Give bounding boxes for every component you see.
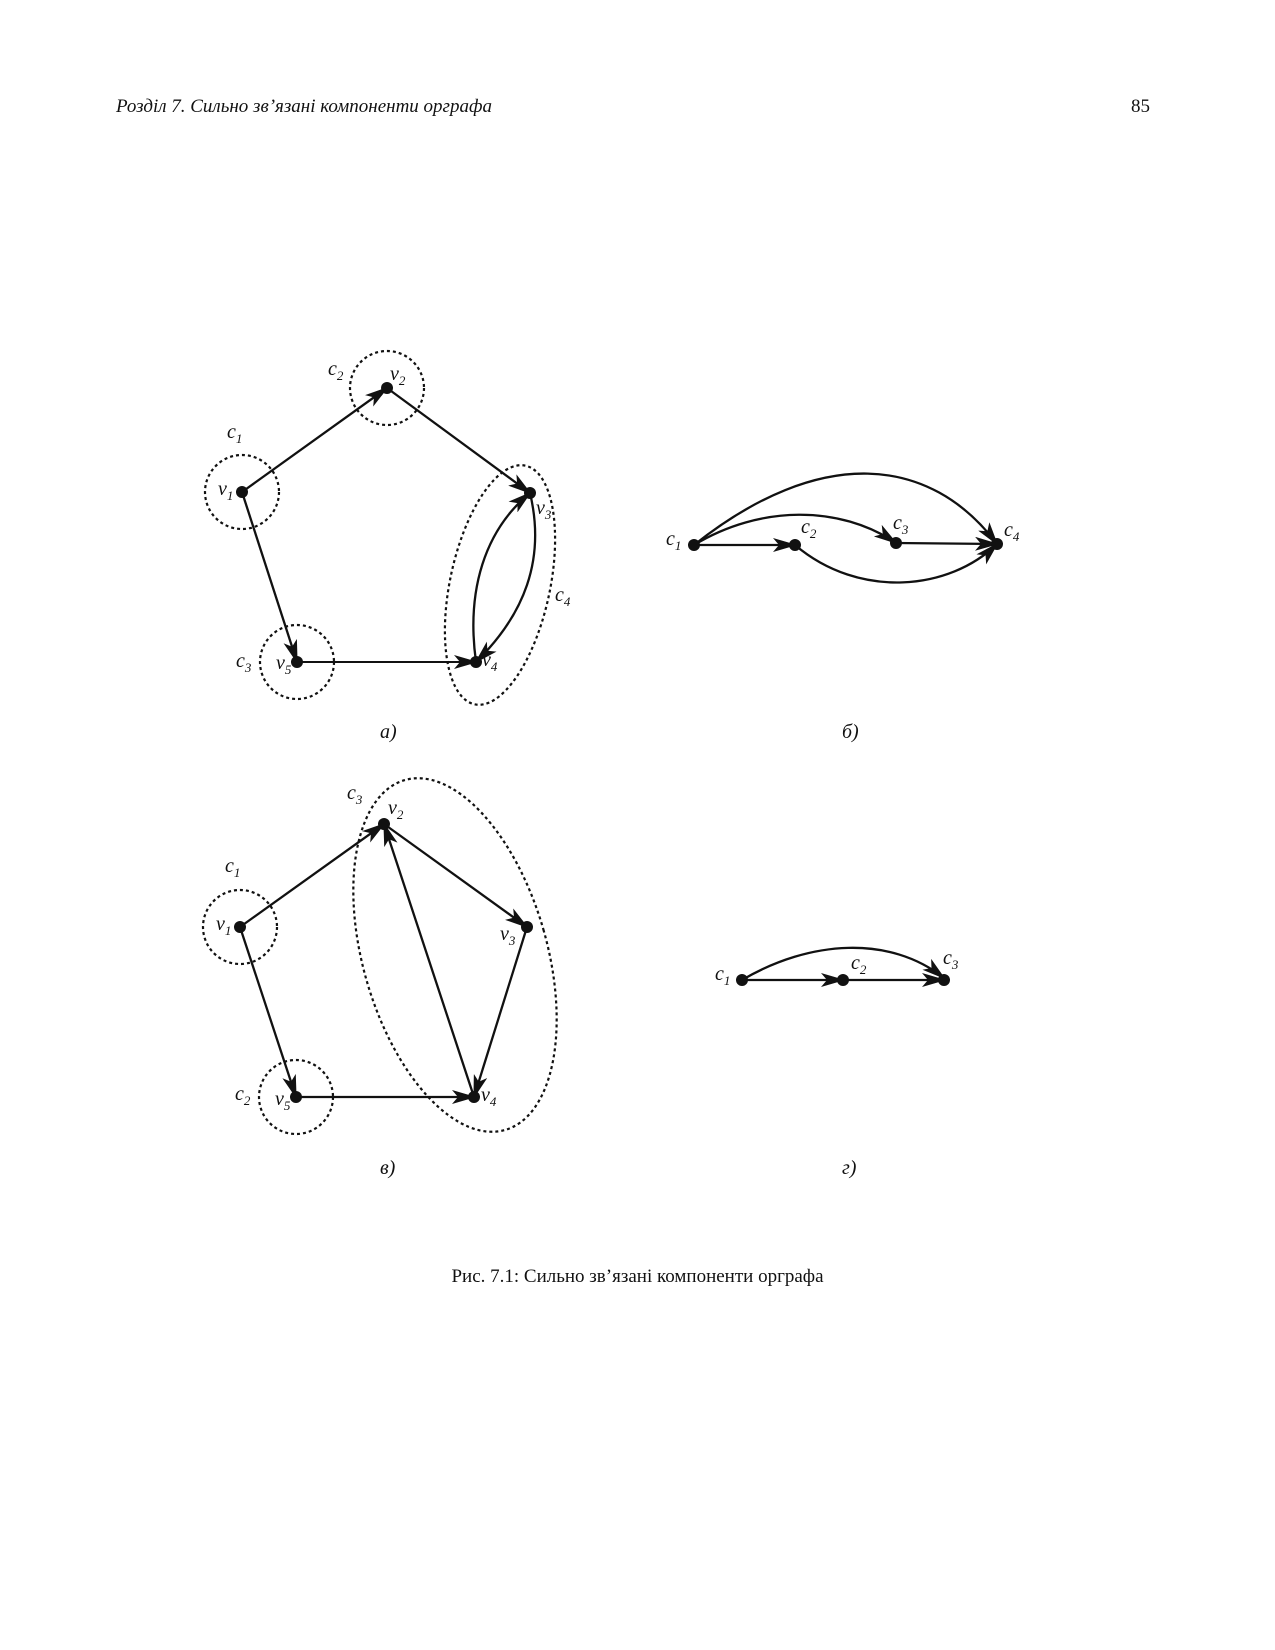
label-c3: c3: [893, 512, 909, 537]
vertex-v2: [378, 818, 390, 830]
node-c3: [890, 537, 902, 549]
panel-c: v1 v2 v3 v4 v5 c1 c2 c3 в): [201, 777, 558, 1179]
panel-a: v1 v2 v3 v4 v5 c1 c2 c3 c4 а): [203, 349, 571, 743]
node-c3: [938, 974, 950, 986]
label-c2: c2: [328, 358, 344, 383]
edge-v1-v5: [240, 491, 299, 664]
node-c2: [789, 539, 801, 551]
label-v3: v3: [500, 923, 516, 948]
panel-b: c1 c2 c3 c4 б): [666, 472, 1020, 743]
edge-v4-v3: [472, 491, 532, 663]
edge-v1-v2: [241, 386, 389, 493]
label-v5: v5: [276, 652, 292, 677]
edge-v3-v4: [472, 926, 529, 1099]
figure-caption: Рис. 7.1: Сильно зв’язані компоненти орг…: [451, 1266, 824, 1287]
vertex-v4: [470, 656, 482, 668]
panel-b-caption: б): [842, 721, 859, 743]
edge-v2-v3: [386, 387, 532, 495]
label-c1: c1: [666, 528, 681, 553]
vertex-v3: [524, 487, 536, 499]
edge-v2-v3: [383, 823, 529, 929]
label-c2: c2: [235, 1083, 251, 1108]
edge-c1-c4: [693, 472, 999, 546]
page-number: 85: [1131, 96, 1150, 117]
label-v4: v4: [482, 649, 498, 674]
vertex-v3: [521, 921, 533, 933]
label-c2: c2: [851, 952, 867, 977]
component-boundary-c4: [443, 464, 557, 706]
node-c4: [991, 538, 1003, 550]
component-boundary-c1: [203, 453, 281, 531]
edge-v1-v2: [239, 822, 386, 928]
vertex-v4: [468, 1091, 480, 1103]
vertex-v2: [381, 382, 393, 394]
edge-v1-v5: [238, 926, 298, 1099]
label-c3: c3: [943, 947, 959, 972]
label-c4: c4: [1004, 519, 1020, 544]
label-v3: v3: [536, 497, 552, 522]
vertex-v1: [234, 921, 246, 933]
node-c1: [736, 974, 748, 986]
edge-v3-v4: [474, 492, 537, 664]
edge-c1-c3: [741, 946, 946, 981]
edge-c2-c4: [794, 542, 999, 584]
edge-v4-v2: [382, 822, 476, 1098]
panel-a-caption: а): [380, 721, 397, 743]
panel-c-caption: в): [380, 1157, 396, 1179]
edge-c3-c4: [895, 536, 999, 551]
running-header: Розділ 7. Сильно зв’язані компоненти орг…: [116, 96, 1150, 124]
vertex-v1: [236, 486, 248, 498]
panel-d-caption: г): [842, 1157, 857, 1179]
label-v1: v1: [218, 478, 233, 503]
label-c2: c2: [801, 516, 817, 541]
label-v5: v5: [275, 1088, 291, 1113]
label-c3: c3: [236, 650, 252, 675]
vertex-v5: [290, 1091, 302, 1103]
label-c1: c1: [227, 421, 242, 446]
component-boundary-c1: [201, 888, 279, 966]
label-c4: c4: [555, 584, 571, 609]
panel-d: c1 c2 c3 г): [715, 946, 959, 1179]
label-v2: v2: [390, 363, 406, 388]
edge-c1-c3: [693, 513, 898, 546]
label-c1: c1: [225, 855, 240, 880]
node-c1: [688, 539, 700, 551]
component-boundary-c3: [352, 777, 558, 1133]
node-c2: [837, 974, 849, 986]
label-v1: v1: [216, 913, 231, 938]
component-boundary-c2: [348, 349, 426, 427]
label-c1: c1: [715, 963, 730, 988]
chapter-title: Розділ 7. Сильно зв’язані компоненти орг…: [116, 96, 492, 117]
vertex-v5: [291, 656, 303, 668]
label-c3: c3: [347, 782, 363, 807]
label-v4: v4: [481, 1084, 497, 1109]
label-v2: v2: [388, 797, 404, 822]
